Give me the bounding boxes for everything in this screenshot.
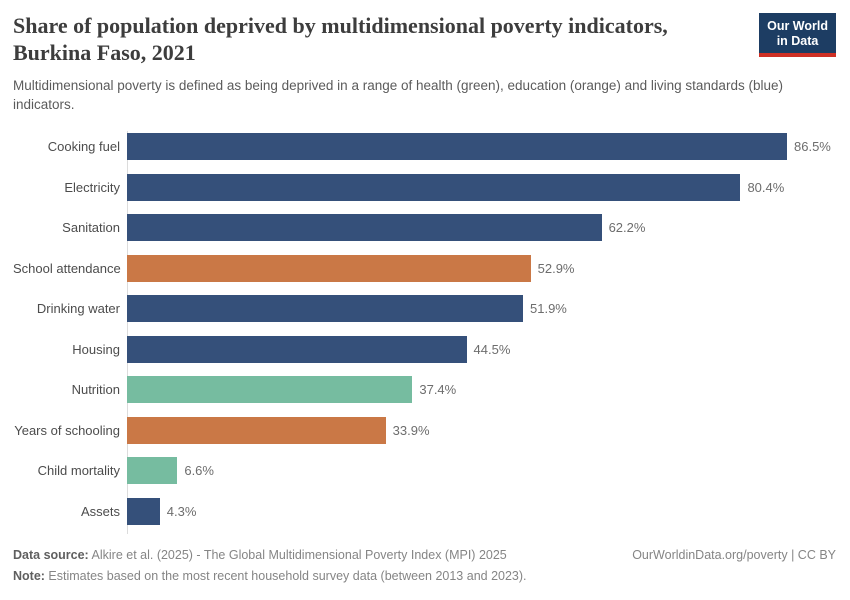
value-label: 86.5% [794, 139, 831, 155]
data-source-label: Data source: [13, 548, 89, 562]
chart-subtitle: Multidimensional poverty is defined as b… [13, 77, 783, 112]
chart-row: Child mortality 6.6% [13, 450, 836, 491]
category-label: Cooking fuel [47, 139, 120, 155]
chart-row: Years of schooling 33.9% [13, 410, 836, 451]
category-label: Nutrition [71, 382, 120, 398]
bar-area: 33.9% [127, 410, 836, 451]
data-source-line: Data source: Alkire et al. (2025) - The … [13, 545, 527, 566]
bar-area: 86.5% [127, 126, 836, 167]
chart-row: Cooking fuel 86.5% [13, 126, 836, 167]
note-text: Estimates based on the most recent house… [44, 569, 527, 583]
chart-row: Sanitation 62.2% [13, 207, 836, 248]
y-axis-line [127, 131, 128, 535]
bar-child-mortality[interactable] [127, 457, 178, 485]
bar-area: 44.5% [127, 329, 836, 370]
category-label: Housing [72, 341, 120, 357]
bar-drinking-water[interactable] [127, 295, 523, 323]
footer-attribution: OurWorldinData.org/poverty | CC BY [632, 548, 836, 562]
bar-area: 52.9% [127, 248, 836, 289]
category-label: Sanitation [62, 220, 120, 236]
chart-footer: Data source: Alkire et al. (2025) - The … [13, 545, 836, 587]
value-label: 80.4% [747, 179, 785, 195]
bar-housing[interactable] [127, 335, 467, 363]
bar-assets[interactable] [127, 497, 160, 525]
value-label: 4.3% [166, 503, 197, 519]
bar-area: 4.3% [127, 491, 836, 532]
data-source-text: Alkire et al. (2025) - The Global Multid… [88, 548, 507, 562]
chart-row: School attendance 52.9% [13, 248, 836, 289]
bar-sanitation[interactable] [127, 214, 602, 242]
chart-header: Share of population deprived by multidim… [13, 13, 836, 67]
owid-logo-line1: Our World [767, 19, 828, 33]
chart-row: Electricity 80.4% [13, 167, 836, 208]
category-label: Electricity [64, 179, 120, 195]
category-label: Drinking water [36, 301, 120, 317]
bar-nutrition[interactable] [127, 376, 413, 404]
category-label: Assets [80, 503, 120, 519]
note-line: Note: Estimates based on the most recent… [13, 566, 527, 587]
chart-row: Assets 4.3% [13, 491, 836, 532]
bar-area: 80.4% [127, 167, 836, 208]
value-label: 33.9% [392, 422, 430, 438]
value-label: 62.2% [608, 220, 646, 236]
bar-school-attendance[interactable] [127, 254, 531, 282]
bar-area: 37.4% [127, 369, 836, 410]
category-label: Child mortality [37, 463, 120, 479]
chart-row: Nutrition 37.4% [13, 369, 836, 410]
bar-chart: Cooking fuel 86.5% Electricity 80.4% San… [13, 126, 836, 535]
chart-row: Drinking water 51.9% [13, 288, 836, 329]
bar-area: 62.2% [127, 207, 836, 248]
value-label: 37.4% [419, 382, 457, 398]
bar-electricity[interactable] [127, 173, 741, 201]
value-label: 44.5% [473, 341, 511, 357]
category-label: School attendance [13, 260, 121, 276]
owid-logo-line2: in Data [776, 33, 819, 48]
bar-years-of-schooling[interactable] [127, 416, 386, 444]
footer-left: Data source: Alkire et al. (2025) - The … [13, 545, 527, 587]
bar-area: 6.6% [127, 450, 836, 491]
chart-row: Housing 44.5% [13, 329, 836, 370]
value-label: 51.9% [530, 301, 567, 317]
note-label: Note: [13, 569, 45, 583]
category-label: Years of schooling [14, 422, 120, 438]
bar-area: 51.9% [127, 288, 836, 329]
bar-cooking-fuel[interactable] [127, 133, 787, 161]
owid-logo: Our World in Data [759, 13, 836, 57]
value-label: 6.6% [184, 463, 214, 479]
chart-title: Share of population deprived by multidim… [13, 13, 668, 65]
value-label: 52.9% [537, 260, 575, 276]
